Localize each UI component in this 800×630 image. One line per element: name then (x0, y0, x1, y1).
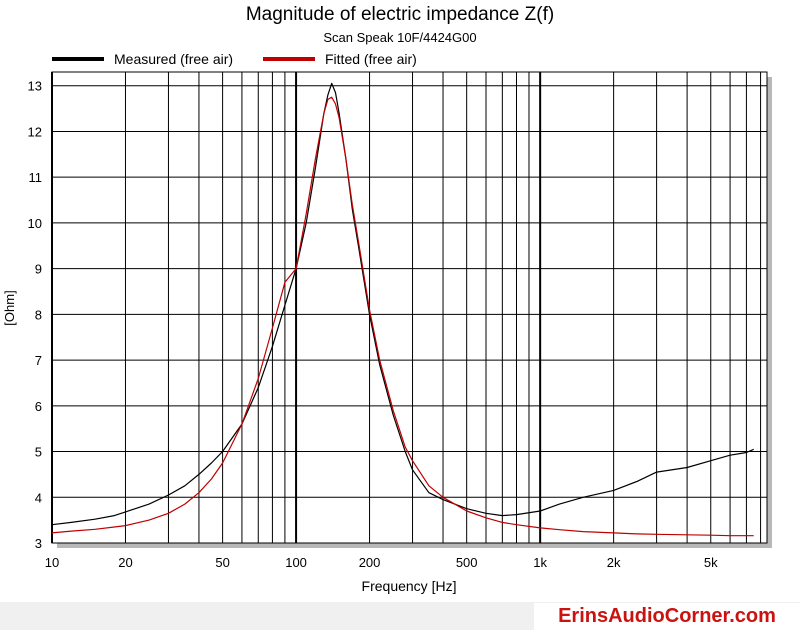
x-tick-label: 1k (533, 555, 547, 570)
legend-label: Measured (free air) (114, 51, 233, 67)
y-tick-label: 13 (28, 79, 42, 94)
legend-label: Fitted (free air) (325, 51, 417, 67)
x-tick-label: 20 (118, 555, 132, 570)
x-tick-label: 10 (45, 555, 59, 570)
grid (51, 72, 767, 544)
x-tick-label: 2k (607, 555, 621, 570)
x-tick-label: 50 (215, 555, 229, 570)
x-tick-label: 500 (456, 555, 478, 570)
y-tick-label: 7 (35, 353, 42, 368)
x-tick-labels: 10 20 50 100 200 500 1k 2k 5k (45, 555, 718, 570)
y-tick-label: 12 (28, 124, 42, 139)
y-tick-label: 5 (35, 445, 42, 460)
x-tick-label: 5k (704, 555, 718, 570)
y-tick-label: 6 (35, 399, 42, 414)
y-tick-label: 8 (35, 307, 42, 322)
x-axis-label: Frequency [Hz] (362, 578, 457, 594)
impedance-chart: Magnitude of electric impedance Z(f) Sca… (2, 4, 772, 594)
chart-title: Magnitude of electric impedance Z(f) (246, 4, 554, 25)
x-tick-label: 200 (359, 555, 381, 570)
x-tick-label: 100 (285, 555, 307, 570)
y-tick-label: 4 (35, 490, 42, 505)
legend: Measured (free air) Fitted (free air) (52, 51, 417, 67)
y-tick-labels: 3 4 5 6 7 8 9 10 11 12 13 (28, 79, 42, 551)
series-line-fitted (51, 96, 754, 537)
y-tick-label: 9 (35, 262, 42, 277)
watermark-text: ErinsAudioCorner.com (534, 603, 800, 630)
plot-area (51, 71, 768, 544)
y-axis-label: [Ohm] (2, 290, 17, 325)
series-lines (51, 82, 754, 537)
y-tick-label: 3 (35, 536, 42, 551)
chart-subtitle: Scan Speak 10F/4424G00 (323, 30, 476, 45)
y-tick-label: 10 (28, 216, 42, 231)
y-tick-label: 11 (29, 170, 43, 185)
